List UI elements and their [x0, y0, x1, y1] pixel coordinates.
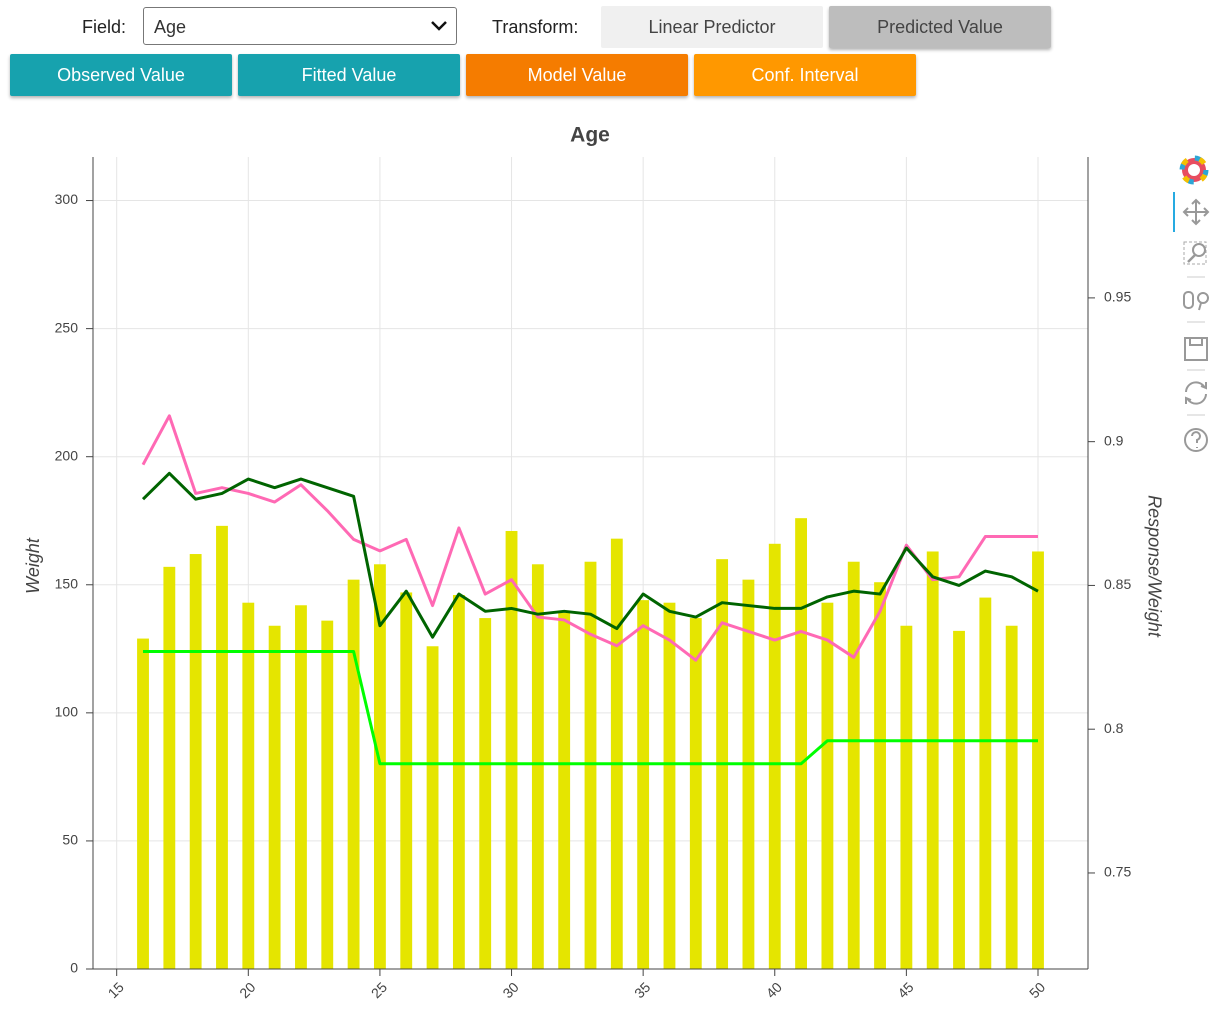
bar — [479, 618, 492, 969]
line — [143, 650, 1038, 766]
dropdown-arrow — [431, 21, 447, 31]
y2-tick-label: 0.9 — [1104, 432, 1124, 448]
x-tick-label: 25 — [368, 979, 390, 1001]
bar — [426, 646, 439, 969]
y2-tick-label: 0.85 — [1104, 576, 1131, 592]
plot-data — [137, 414, 1044, 969]
bar — [189, 554, 202, 969]
y-tick-label: 200 — [55, 447, 79, 463]
bar — [979, 597, 992, 969]
bar — [637, 600, 650, 969]
bar — [400, 592, 413, 969]
line — [141, 471, 1039, 639]
bar — [742, 579, 755, 969]
x-tick-label: 30 — [499, 979, 521, 1001]
box-zoom-tool[interactable] — [1183, 241, 1207, 265]
transform-toggle[interactable]: Linear Predictor — [601, 6, 823, 48]
bar — [216, 525, 228, 969]
bar — [347, 579, 360, 969]
transform-label: Transform: — [492, 17, 579, 37]
bar — [584, 561, 597, 969]
y-tick-label: 0 — [70, 960, 78, 976]
y2-tick-label: 0.75 — [1104, 864, 1131, 880]
bar — [295, 605, 307, 969]
field-label: Field: — [82, 17, 127, 37]
bar — [874, 582, 886, 969]
bar — [768, 543, 781, 969]
bar — [689, 618, 702, 969]
y-tick-label: 50 — [62, 832, 78, 848]
wheel-zoom-tool[interactable] — [1183, 291, 1209, 311]
transform-toggle[interactable]: Predicted Value — [829, 6, 1051, 48]
save-tool[interactable] — [1184, 337, 1208, 361]
bokeh-logo — [1179, 155, 1209, 185]
bar — [452, 595, 465, 969]
y-axis-label: Weight — [23, 537, 43, 594]
bar — [558, 612, 571, 969]
toolbar — [1173, 155, 1210, 452]
series-button[interactable]: Conf. Interval — [694, 54, 916, 96]
chart-title: Age — [570, 124, 610, 147]
pan-tool[interactable] — [1182, 198, 1210, 226]
bar — [137, 638, 149, 969]
bar — [321, 620, 334, 969]
reset-tool[interactable] — [1185, 381, 1207, 405]
bar — [505, 530, 518, 969]
bar — [1005, 625, 1018, 969]
y-tick-label: 300 — [55, 191, 79, 207]
bar — [268, 625, 281, 969]
bar — [900, 625, 913, 969]
x-tick-label: 45 — [894, 979, 916, 1001]
y-tick-label: 150 — [55, 575, 79, 591]
line — [141, 414, 1038, 662]
bar — [242, 602, 255, 969]
x-tick-label: 40 — [763, 979, 785, 1001]
bar — [610, 538, 623, 969]
axes: 15 20 25 30 35 40 45 50 0 50 100 150 200 250 300 0.75 0.… — [55, 157, 1131, 1001]
y-tick-label: 250 — [55, 319, 79, 335]
series-button[interactable]: Observed Value — [10, 54, 232, 96]
bar — [163, 566, 176, 969]
y2-tick-label: 0.8 — [1104, 720, 1124, 736]
help-tool[interactable] — [1184, 428, 1208, 452]
y-tick-label: 100 — [55, 704, 79, 720]
x-tick-label: 15 — [105, 979, 127, 1001]
bar — [821, 602, 834, 969]
bar — [373, 564, 386, 969]
y2-tick-label: 0.95 — [1104, 289, 1131, 305]
field-value: Age — [154, 17, 187, 37]
bar — [847, 561, 860, 969]
y2-axis-label: Response/Weight — [1144, 495, 1164, 638]
series-button[interactable]: Model Value — [466, 54, 688, 96]
bar — [926, 551, 939, 969]
x-tick-label: 50 — [1026, 979, 1048, 1001]
bar — [953, 630, 965, 969]
bar — [795, 518, 808, 969]
bar — [663, 602, 676, 969]
x-tick-label: 35 — [631, 979, 653, 1001]
x-tick-label: 20 — [236, 979, 258, 1001]
bar — [1032, 551, 1044, 969]
bar — [531, 564, 544, 969]
field-select[interactable]: Age — [143, 7, 457, 45]
series-button[interactable]: Fitted Value — [238, 54, 460, 96]
